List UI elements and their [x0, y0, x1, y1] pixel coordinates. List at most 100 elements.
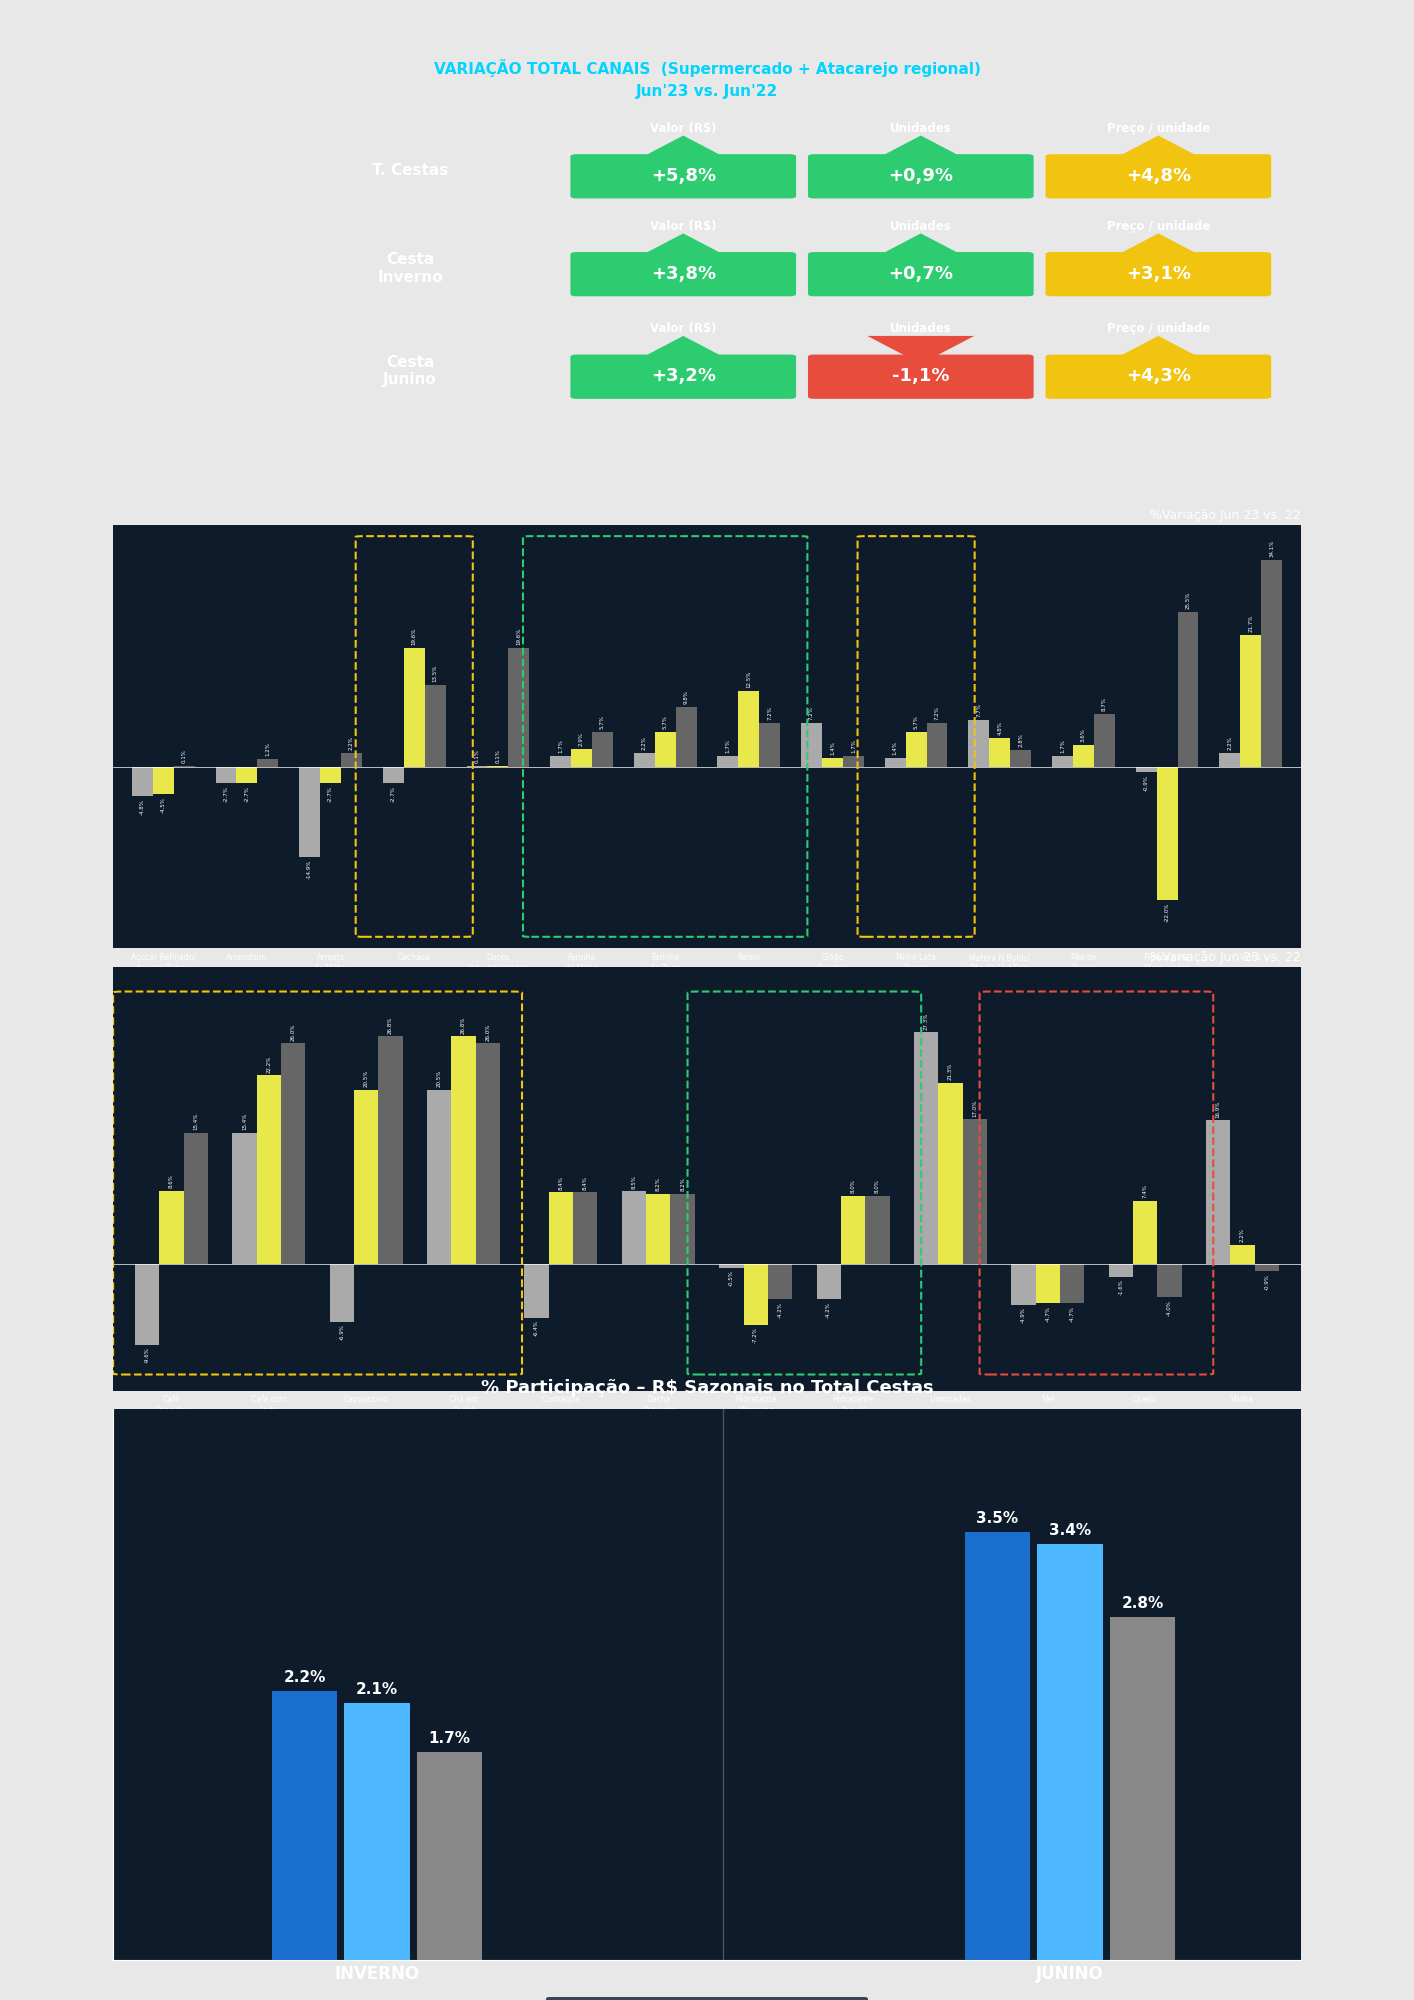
FancyBboxPatch shape — [807, 154, 1034, 198]
Text: 2.2%: 2.2% — [642, 736, 646, 750]
Polygon shape — [1104, 136, 1212, 164]
Bar — [646, 1194, 670, 1264]
Text: 26.0%: 26.0% — [485, 1024, 491, 1040]
Bar — [475, 1044, 501, 1264]
Bar — [905, 732, 926, 766]
Text: -4.2%: -4.2% — [778, 1302, 782, 1318]
Bar — [1206, 1120, 1230, 1264]
Bar — [1073, 744, 1094, 766]
Bar — [345, 1702, 410, 1960]
Bar — [926, 724, 947, 766]
Bar — [134, 1264, 160, 1344]
Text: Valor (R$): Valor (R$) — [650, 220, 717, 232]
Bar — [717, 756, 738, 766]
Bar — [1135, 766, 1157, 772]
Text: Preço / unidade: Preço / unidade — [1107, 220, 1210, 232]
Text: 8.4%: 8.4% — [559, 1176, 563, 1190]
Bar — [802, 724, 822, 766]
Bar — [153, 766, 174, 794]
Text: 7.2%: 7.2% — [768, 706, 772, 720]
Bar — [1109, 1264, 1133, 1278]
Text: 3.5%: 3.5% — [976, 1510, 1018, 1526]
Text: %Variação Jun 23 vs. 22: %Variação Jun 23 vs. 22 — [1150, 952, 1301, 964]
Bar — [1219, 754, 1240, 766]
Text: 8.2%: 8.2% — [680, 1178, 686, 1192]
Text: 9.8%: 9.8% — [683, 690, 689, 704]
Bar — [404, 648, 424, 766]
Text: 5.7%: 5.7% — [913, 716, 919, 730]
Bar — [1010, 750, 1031, 766]
Text: 20.5%: 20.5% — [437, 1070, 441, 1088]
Text: 8.6%: 8.6% — [170, 1174, 174, 1188]
Bar — [132, 766, 153, 796]
Bar — [509, 648, 529, 766]
Text: 8.2%: 8.2% — [656, 1178, 660, 1192]
FancyBboxPatch shape — [570, 154, 796, 198]
Text: Unidades: Unidades — [889, 122, 952, 136]
Bar — [822, 758, 843, 766]
Bar — [549, 1192, 573, 1264]
Bar — [281, 1044, 305, 1264]
Text: +0,7%: +0,7% — [888, 264, 953, 282]
Bar — [816, 1264, 841, 1300]
Text: Valor (R$): Valor (R$) — [650, 122, 717, 136]
Text: 26.8%: 26.8% — [461, 1016, 467, 1034]
Bar — [1011, 1264, 1035, 1306]
Bar — [759, 724, 781, 766]
Bar — [427, 1090, 451, 1264]
Bar — [184, 1134, 208, 1264]
Text: 1.7%: 1.7% — [725, 740, 731, 754]
Text: -1,1%: -1,1% — [892, 368, 950, 386]
Text: 21.3%: 21.3% — [947, 1064, 953, 1080]
Bar — [257, 760, 279, 766]
Text: -4.7%: -4.7% — [1045, 1306, 1051, 1322]
Bar — [1094, 714, 1114, 766]
Text: 25.5%: 25.5% — [1185, 592, 1191, 610]
Text: -4.5%: -4.5% — [161, 798, 165, 812]
Bar — [451, 1036, 475, 1264]
Text: 2.8%: 2.8% — [1018, 732, 1024, 746]
Bar — [1261, 560, 1282, 766]
Bar — [865, 1196, 889, 1264]
Text: Cesta
Junino: Cesta Junino — [383, 354, 437, 388]
Bar — [160, 1190, 184, 1264]
Text: -0.9%: -0.9% — [1144, 776, 1148, 792]
Text: +3,2%: +3,2% — [650, 368, 715, 386]
Bar — [354, 1090, 379, 1264]
Text: -0.9%: -0.9% — [1264, 1274, 1270, 1290]
Polygon shape — [629, 136, 737, 164]
Text: +4,3%: +4,3% — [1126, 368, 1191, 386]
Text: 1.7%: 1.7% — [559, 740, 563, 754]
Bar — [592, 732, 612, 766]
Text: 8.0%: 8.0% — [851, 1180, 855, 1194]
Text: -9.6%: -9.6% — [144, 1348, 150, 1364]
Text: 26.8%: 26.8% — [387, 1016, 393, 1034]
Bar — [655, 732, 676, 766]
Text: 16.9%: 16.9% — [1216, 1100, 1220, 1118]
Legend: % VAR. VALOR, % VAR. UND, % VAR. PREÇO: % VAR. VALOR, % VAR. UND, % VAR. PREÇO — [566, 1464, 848, 1480]
Bar — [1038, 1544, 1103, 1960]
Text: 2.8%: 2.8% — [1121, 1596, 1164, 1612]
Bar — [622, 1192, 646, 1264]
Bar — [320, 766, 341, 784]
Text: 34.1%: 34.1% — [1270, 540, 1274, 558]
Bar — [913, 1032, 939, 1264]
Bar — [939, 1084, 963, 1264]
Bar — [738, 692, 759, 766]
Text: -2.7%: -2.7% — [390, 786, 396, 802]
Text: -4.2%: -4.2% — [826, 1302, 831, 1318]
Bar — [232, 1134, 257, 1264]
Bar — [720, 1264, 744, 1268]
Text: -22.0%: -22.0% — [1165, 902, 1169, 922]
Bar — [1052, 756, 1073, 766]
Text: 19.6%: 19.6% — [411, 628, 417, 646]
Bar — [236, 766, 257, 784]
Text: 8.5%: 8.5% — [632, 1176, 636, 1188]
Text: VARIAÇÃO TOTAL CANAIS  (Supermercado + Atacarejo regional): VARIAÇÃO TOTAL CANAIS (Supermercado + At… — [434, 58, 980, 76]
Text: 2.2%: 2.2% — [349, 736, 354, 750]
Text: 2.2%: 2.2% — [1240, 1228, 1244, 1242]
Text: 1.7%: 1.7% — [1060, 740, 1065, 754]
Bar — [1060, 1264, 1085, 1304]
Bar — [843, 756, 864, 766]
Text: -1.6%: -1.6% — [1118, 1280, 1123, 1296]
